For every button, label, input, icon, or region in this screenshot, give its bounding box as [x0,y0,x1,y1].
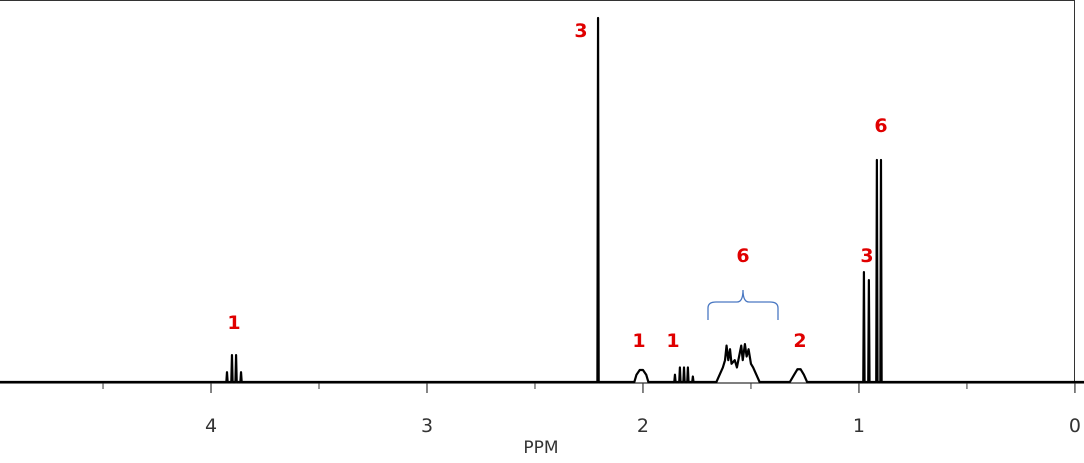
integration-label: 6 [736,245,749,267]
integration-label: 3 [574,20,587,42]
spectrum-line [0,16,1084,384]
integration-label: 1 [632,330,645,352]
integration-label: 6 [874,115,887,137]
integration-label: 2 [793,330,806,352]
x-tick-label: 2 [637,415,649,437]
integration-label: 3 [860,245,873,267]
integration-label: 1 [666,330,679,352]
x-tick-label: 5 [0,415,1,437]
x-tick-label: 4 [205,415,217,437]
x-tick-label: 1 [853,415,865,437]
brace [707,289,779,320]
x-tick-label: 3 [421,415,433,437]
integration-label: 1 [227,312,240,334]
x-tick-label: 0 [1069,415,1081,437]
x-axis-title: PPM [523,438,558,458]
